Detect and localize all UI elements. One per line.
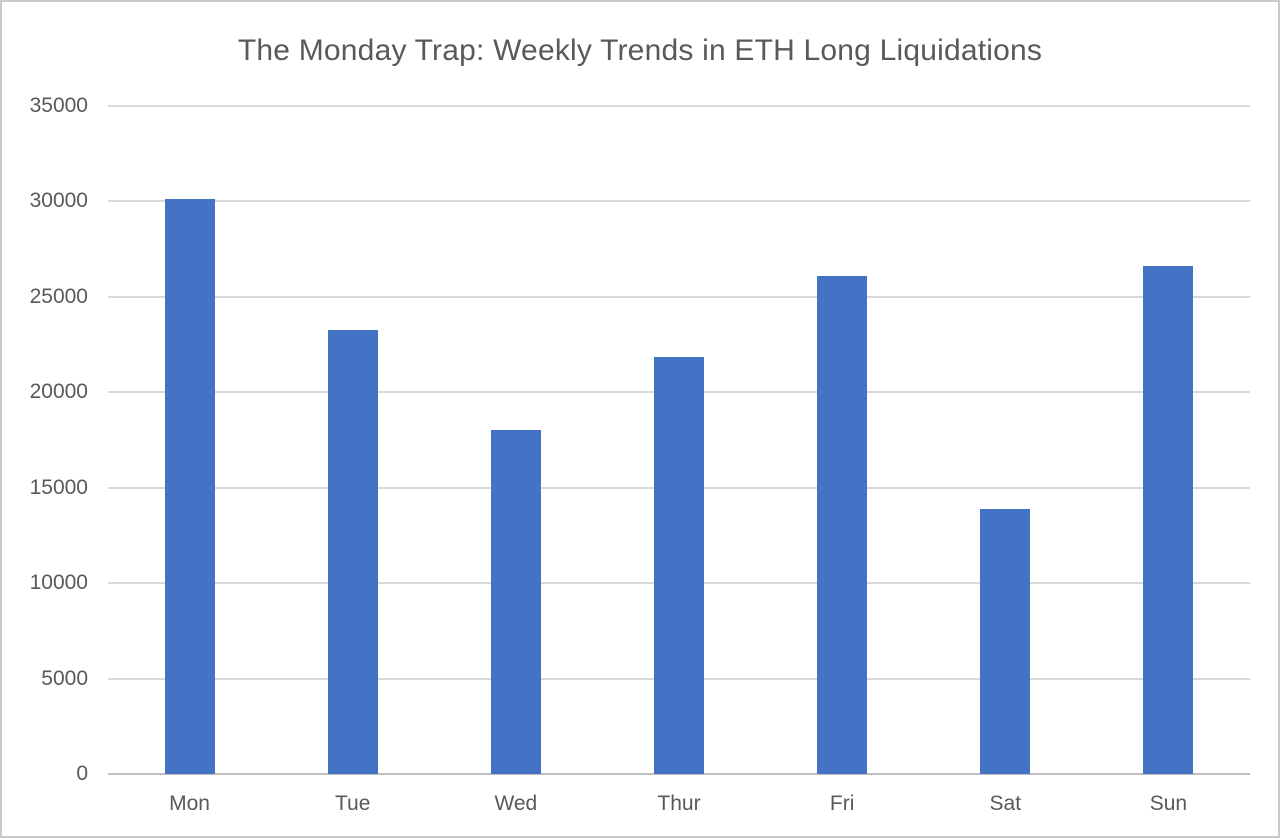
x-axis-labels: Mon Tue Wed Thur Fri Sat Sun	[108, 790, 1250, 824]
plot-area	[108, 105, 1250, 775]
y-tick-label-0: 0	[76, 762, 88, 785]
y-tick-label-10000: 10000	[29, 571, 88, 595]
bar-sat	[980, 508, 1031, 774]
chart-title: The Monday Trap: Weekly Trends in ETH Lo…	[237, 34, 1043, 67]
x-tick-label-sat: Sat	[989, 792, 1022, 815]
x-tick-label-thur: Thur	[657, 792, 701, 815]
y-tick-label-5000: 5000	[41, 666, 88, 690]
y-tick-label-20000: 20000	[29, 380, 88, 404]
bar-fri	[817, 275, 868, 774]
x-axis-line	[108, 773, 1250, 775]
bar-sun	[1143, 266, 1194, 774]
bar-tue	[327, 330, 378, 774]
bar-mon	[164, 198, 215, 774]
x-tick-label-fri: Fri	[829, 792, 855, 815]
y-tick-label-35000: 35000	[29, 94, 88, 117]
x-tick-label-tue: Tue	[334, 792, 371, 815]
y-tick-label-15000: 15000	[29, 475, 88, 499]
x-tick-label-wed: Wed	[494, 792, 538, 815]
bar-wed	[490, 430, 541, 774]
gridline-25000	[108, 295, 1250, 298]
x-tick-label-sun: Sun	[1149, 792, 1188, 815]
x-tick-label-mon: Mon	[169, 792, 210, 815]
y-tick-label-25000: 25000	[29, 284, 88, 308]
y-tick-label-30000: 30000	[29, 189, 88, 213]
gridline-35000	[108, 105, 1250, 107]
y-axis-labels: 0 5000 10000 15000 20000 25000 30000 35000	[2, 94, 88, 785]
bar-thur	[654, 356, 704, 774]
gridline-30000	[108, 200, 1250, 203]
